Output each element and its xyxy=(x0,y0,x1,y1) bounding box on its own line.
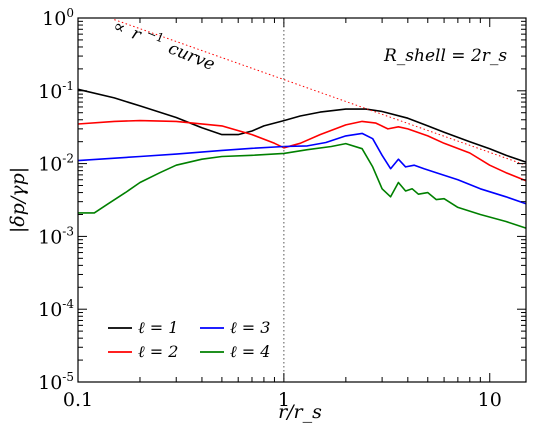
y-tick-label: 10-3 xyxy=(38,224,74,248)
legend-label: ℓ = 4 xyxy=(230,342,270,361)
series-line-2 xyxy=(77,119,527,182)
series-line-4 xyxy=(78,142,527,229)
series-line-3 xyxy=(77,132,527,205)
x-axis-label: r/r_s xyxy=(278,401,322,423)
curve-annotation-exp: −1 xyxy=(145,26,167,46)
x-tick-label: 0.1 xyxy=(63,389,93,411)
series-layer xyxy=(77,19,527,229)
x-tick-label: 1 xyxy=(278,389,290,411)
plot-frame xyxy=(77,17,527,383)
y-axis-label: |δp/γp| xyxy=(7,167,29,233)
y-tick-label: 10-2 xyxy=(38,152,74,176)
y-tick-label: 10-1 xyxy=(38,79,74,103)
ticks-layer: 0.1 1 10 100 10-1 10-2 10-3 10-4 10-5 xyxy=(38,6,526,411)
y-tick-label: 10-5 xyxy=(38,370,74,394)
shell-annotation: R_shell = 2r_s xyxy=(383,46,507,66)
reference-power-law-line xyxy=(114,19,527,166)
x-tick-label: 10 xyxy=(478,389,502,411)
legend-label: ℓ = 1 xyxy=(138,318,178,337)
y-tick-label: 10-4 xyxy=(38,297,74,321)
legend-label: ℓ = 2 xyxy=(138,342,178,361)
y-tick-label: 100 xyxy=(42,6,74,30)
legend: ℓ = 1 ℓ = 2 ℓ = 3 ℓ = 4 xyxy=(108,318,270,361)
legend-label: ℓ = 3 xyxy=(230,318,270,337)
curve-annotation-base: r xyxy=(129,24,145,46)
